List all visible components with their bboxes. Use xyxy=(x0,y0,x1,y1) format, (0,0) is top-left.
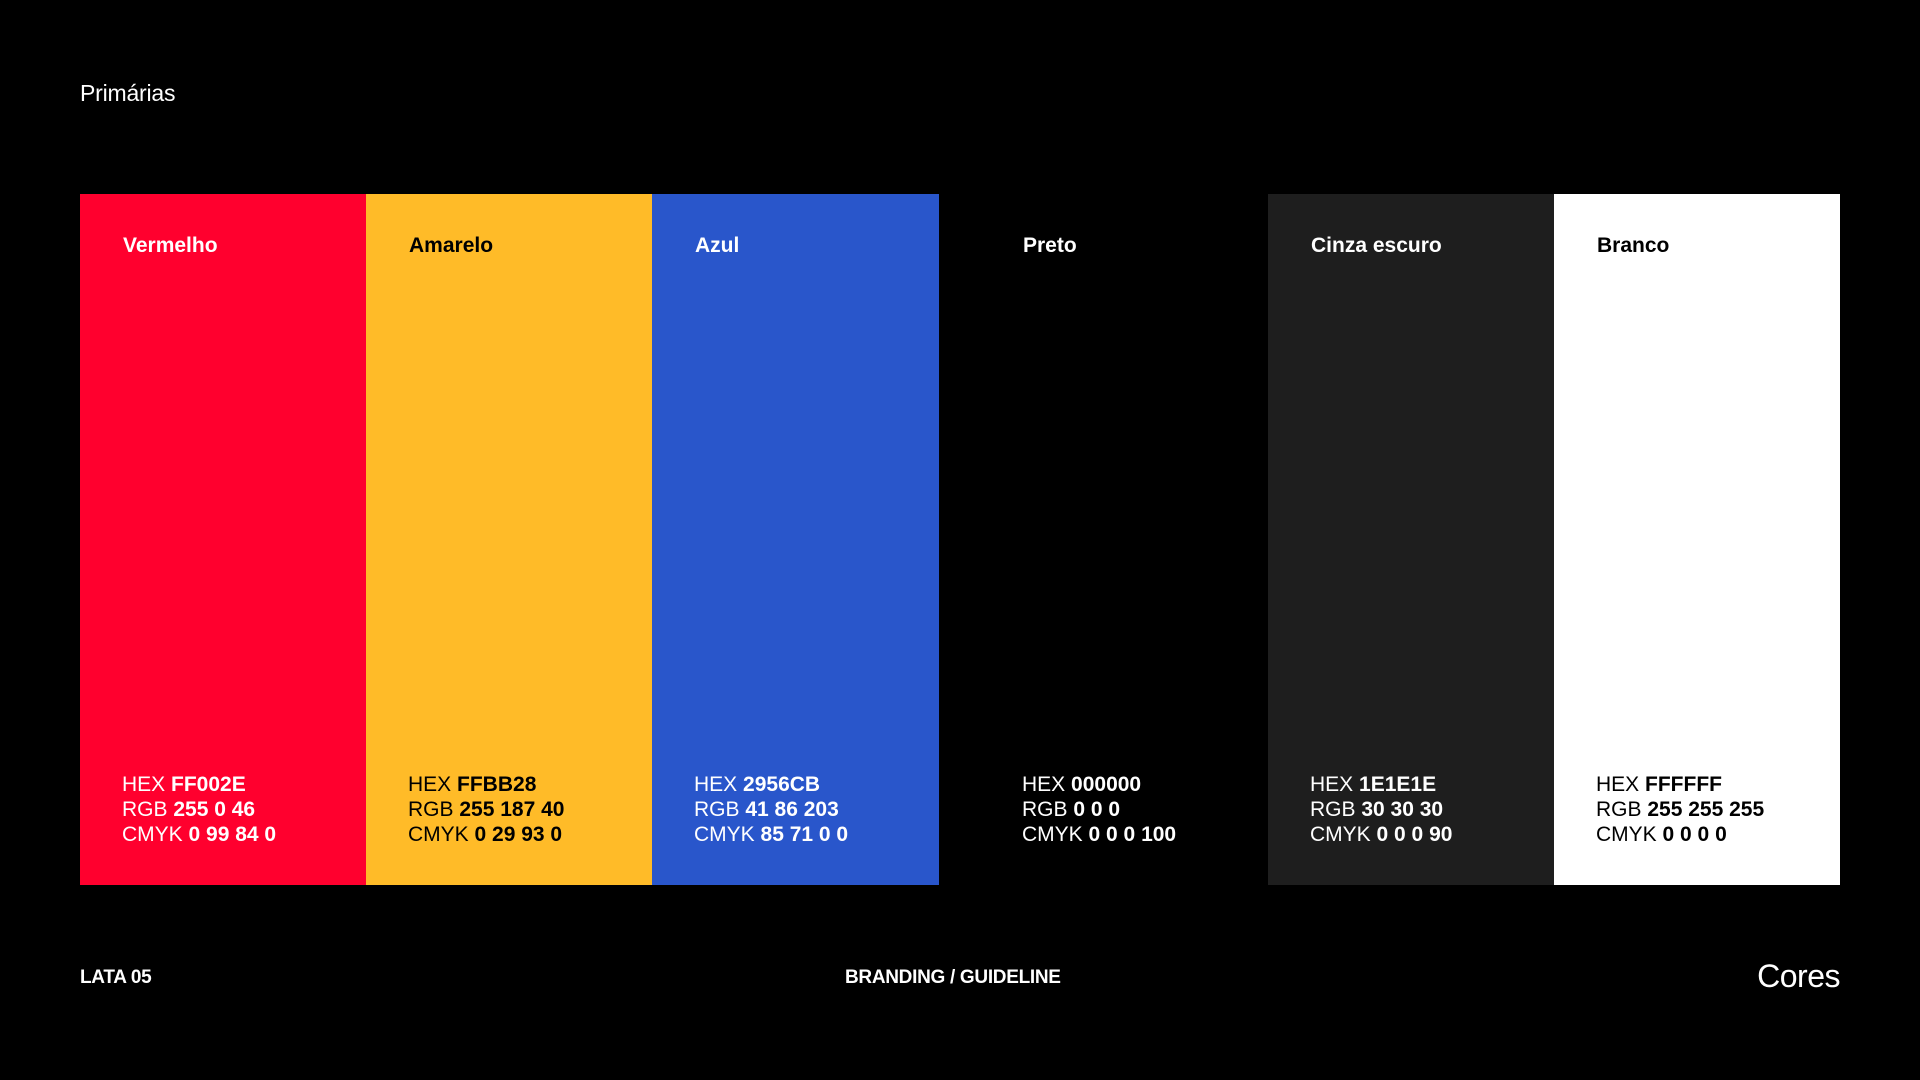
rgb-value: 255 255 255 xyxy=(1647,798,1764,821)
swatch-values: HEX FFFFFF RGB 255 255 255 CMYK 0 0 0 0 xyxy=(1596,772,1764,847)
hex-key: HEX xyxy=(1022,773,1065,796)
hex-key: HEX xyxy=(1310,773,1353,796)
rgb-value: 0 0 0 xyxy=(1073,798,1120,821)
swatch-branco: Branco HEX FFFFFF RGB 255 255 255 CMYK 0… xyxy=(1554,194,1840,885)
cmyk-value: 0 29 93 0 xyxy=(475,823,563,846)
hex-key: HEX xyxy=(694,773,737,796)
rgb-key: RGB xyxy=(122,798,168,821)
rgb-value: 41 86 203 xyxy=(745,798,838,821)
cmyk-key: CMYK xyxy=(408,823,469,846)
cmyk-key: CMYK xyxy=(122,823,183,846)
footer-project-label: LATA 05 xyxy=(80,967,151,989)
cmyk-value: 0 0 0 0 xyxy=(1663,823,1727,846)
swatch-name: Branco xyxy=(1597,234,1669,258)
swatch-name: Vermelho xyxy=(123,234,218,258)
hex-key: HEX xyxy=(1596,773,1639,796)
swatch-values: HEX FFBB28 RGB 255 187 40 CMYK 0 29 93 0 xyxy=(408,772,564,847)
hex-value: FF002E xyxy=(171,773,246,796)
rgb-key: RGB xyxy=(1022,798,1068,821)
rgb-value: 255 187 40 xyxy=(459,798,564,821)
footer-page-title: Cores xyxy=(1757,958,1840,995)
swatch-name: Preto xyxy=(1023,234,1077,258)
hex-key: HEX xyxy=(122,773,165,796)
swatch-azul: Azul HEX 2956CB RGB 41 86 203 CMYK 85 71… xyxy=(652,194,939,885)
cmyk-key: CMYK xyxy=(1022,823,1083,846)
footer-section-label: BRANDING / GUIDELINE xyxy=(845,967,1061,989)
cmyk-value: 0 0 0 100 xyxy=(1089,823,1177,846)
swatch-values: HEX 2956CB RGB 41 86 203 CMYK 85 71 0 0 xyxy=(694,772,848,847)
swatch-values: HEX FF002E RGB 255 0 46 CMYK 0 99 84 0 xyxy=(122,772,276,847)
hex-key: HEX xyxy=(408,773,451,796)
cmyk-value: 0 0 0 90 xyxy=(1377,823,1453,846)
hex-value: 1E1E1E xyxy=(1359,773,1436,796)
rgb-key: RGB xyxy=(694,798,740,821)
section-title: Primárias xyxy=(80,80,175,107)
swatch-preto: Preto HEX 000000 RGB 0 0 0 CMYK 0 0 0 10… xyxy=(980,194,1268,885)
hex-value: 2956CB xyxy=(743,773,820,796)
rgb-value: 30 30 30 xyxy=(1361,798,1443,821)
cmyk-key: CMYK xyxy=(1310,823,1371,846)
swatch-values: HEX 1E1E1E RGB 30 30 30 CMYK 0 0 0 90 xyxy=(1310,772,1452,847)
cmyk-value: 85 71 0 0 xyxy=(761,823,849,846)
rgb-value: 255 0 46 xyxy=(173,798,255,821)
swatch-name: Cinza escuro xyxy=(1311,234,1442,258)
rgb-key: RGB xyxy=(1596,798,1642,821)
hex-value: FFFFFF xyxy=(1645,773,1722,796)
cmyk-key: CMYK xyxy=(694,823,755,846)
swatch-amarelo: Amarelo HEX FFBB28 RGB 255 187 40 CMYK 0… xyxy=(366,194,652,885)
swatch-name: Amarelo xyxy=(409,234,493,258)
color-palette: Vermelho HEX FF002E RGB 255 0 46 CMYK 0 … xyxy=(80,194,1840,885)
rgb-key: RGB xyxy=(408,798,454,821)
rgb-key: RGB xyxy=(1310,798,1356,821)
hex-value: FFBB28 xyxy=(457,773,536,796)
cmyk-value: 0 99 84 0 xyxy=(189,823,277,846)
swatch-vermelho: Vermelho HEX FF002E RGB 255 0 46 CMYK 0 … xyxy=(80,194,366,885)
cmyk-key: CMYK xyxy=(1596,823,1657,846)
hex-value: 000000 xyxy=(1071,773,1141,796)
swatch-cinza-escuro: Cinza escuro HEX 1E1E1E RGB 30 30 30 CMY… xyxy=(1268,194,1554,885)
swatch-name: Azul xyxy=(695,234,739,258)
swatch-values: HEX 000000 RGB 0 0 0 CMYK 0 0 0 100 xyxy=(1022,772,1176,847)
